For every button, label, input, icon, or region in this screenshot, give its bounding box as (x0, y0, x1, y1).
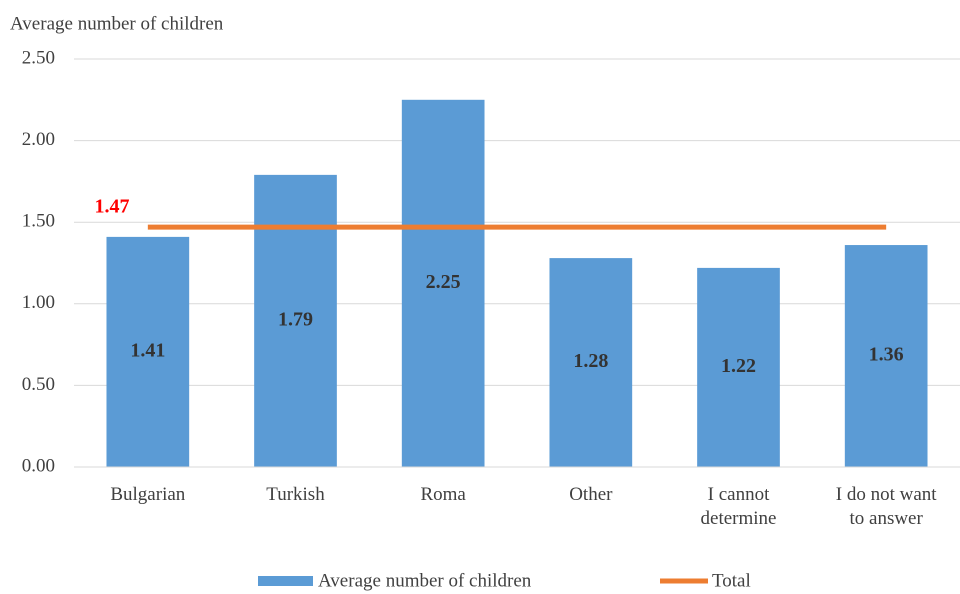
value-label: 1.41 (130, 340, 165, 362)
value-label: 2.25 (426, 271, 461, 293)
value-label: 1.36 (869, 344, 904, 366)
total-label: 1.47 (95, 196, 130, 218)
legend-label: Average number of children (318, 570, 532, 591)
value-label: 1.28 (573, 350, 608, 372)
y-tick-label: 0.50 (22, 374, 55, 395)
bar (401, 99, 485, 468)
bar (844, 245, 928, 467)
x-tick-label: Turkish (266, 484, 325, 505)
y-tick-label: 0.00 (22, 455, 55, 476)
legend-label: Total (712, 570, 751, 591)
legend-swatch (258, 576, 313, 586)
y-tick-label: 1.50 (22, 211, 55, 232)
bar (254, 174, 337, 467)
y-axis-label: Average number of children (10, 13, 224, 34)
x-tick-label: Roma (420, 484, 466, 505)
x-tick-label: I cannot determine (700, 484, 777, 529)
y-tick-label: 2.50 (22, 47, 55, 68)
x-tick-label: Bulgarian (110, 484, 186, 505)
x-tick-label: Other (569, 484, 613, 505)
value-label: 1.79 (278, 309, 313, 331)
y-tick-label: 2.00 (22, 129, 55, 150)
y-tick-label: 1.00 (22, 292, 55, 313)
x-tick-label: I do not want to answer (835, 484, 937, 529)
value-label: 1.22 (721, 355, 756, 377)
bar (106, 236, 190, 467)
bar (549, 258, 633, 467)
bar (697, 267, 780, 467)
